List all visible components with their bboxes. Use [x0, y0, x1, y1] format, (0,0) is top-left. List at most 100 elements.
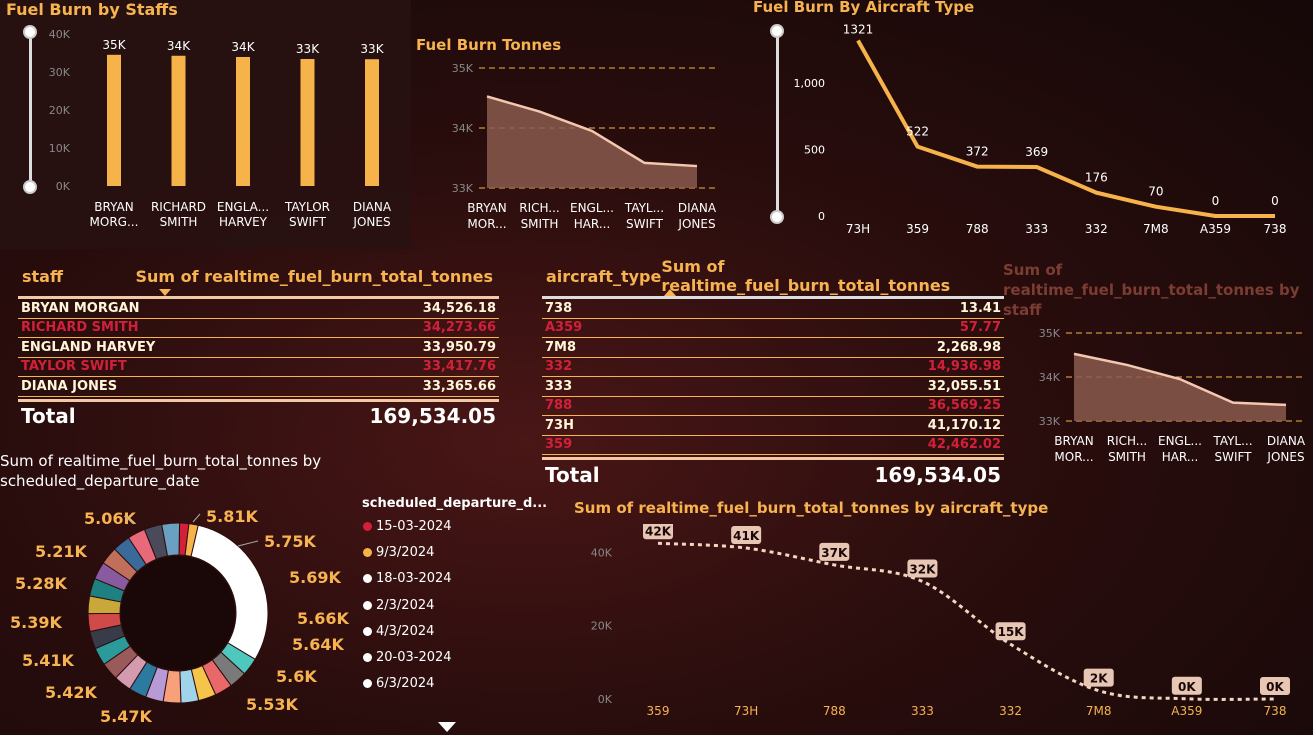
x-tick-label: TAYL...	[1212, 434, 1252, 448]
legend-item[interactable]: 15-03-2024	[363, 513, 452, 539]
x-tick-label: BRYAN	[1054, 434, 1093, 448]
bar	[365, 59, 379, 186]
y-tick-label: 20K	[591, 620, 613, 633]
sort-desc-icon	[159, 289, 171, 296]
slice-value-label: 5.41K	[22, 651, 74, 670]
sum-col-header[interactable]: Sum of realtime_fuel_burn_total_tonnes	[135, 266, 493, 286]
aircraft-table-total: Total 169,534.05	[542, 457, 1004, 489]
aircraft-col-header[interactable]: aircraft_type	[546, 266, 662, 286]
x-tick-label: DIANA	[678, 201, 717, 215]
x-tick-label: MOR...	[1054, 450, 1093, 464]
legend-item[interactable]: 2/3/2024	[363, 592, 452, 618]
aircraft-value-cell: 13.41	[959, 300, 1001, 316]
point-value-label: 0	[1212, 194, 1220, 208]
staff-col-header[interactable]: staff	[22, 266, 63, 286]
staff-value-cell: 33,950.79	[422, 339, 496, 355]
series-line	[657, 541, 1276, 701]
legend-item[interactable]: 20-03-2024	[363, 644, 452, 670]
legend-marker	[363, 653, 372, 663]
legend-item[interactable]: 6/3/2024	[363, 671, 452, 697]
aircraft-row[interactable]: A359 57.77	[542, 319, 1004, 338]
data-label-box	[995, 622, 1026, 641]
staff-row[interactable]: TAYLOR SWIFT 33,417.76	[18, 358, 499, 377]
slice-value-label: 5.66K	[297, 609, 349, 628]
aircraft-slider-bottom-handle[interactable]	[770, 210, 784, 224]
staff-row[interactable]: ENGLAND HARVEY 33,950.79	[18, 338, 499, 358]
data-label-box	[1083, 668, 1114, 687]
aircraft-table-header: aircraft_type Sum of realtime_fuel_burn_…	[542, 257, 1004, 295]
x-tick-label: 7M8	[1086, 704, 1112, 718]
bar	[171, 55, 186, 186]
series-line	[856, 39, 1275, 218]
legend-label: 18-03-2024	[376, 571, 452, 587]
y-tick-label: 20K	[49, 104, 71, 117]
x-tick-label: JONES	[1266, 450, 1304, 464]
aircraft-row[interactable]: 73H 41,170.12	[542, 416, 1004, 436]
aircraft-name-cell: 738	[545, 300, 573, 316]
legend-marker	[363, 574, 372, 584]
x-tick-label: A359	[1200, 222, 1231, 236]
aircraft-row[interactable]: 333 32,055.51	[542, 377, 1004, 397]
aircraft-row[interactable]: 738 13.41	[542, 299, 1004, 319]
x-tick-label: 7M8	[1143, 222, 1169, 236]
legend-label: 15-03-2024	[376, 518, 452, 534]
staff-row[interactable]: DIANA JONES 33,365.66	[18, 377, 499, 397]
aircraft-value-cell: 57.77	[959, 320, 1001, 336]
x-tick-label: BRYAN	[94, 200, 133, 214]
aircraft-slider-top-handle[interactable]	[770, 24, 784, 38]
y-tick-label: 1,000	[794, 77, 826, 90]
x-tick-label: 788	[823, 704, 846, 718]
x-tick-label: DIANA	[1267, 434, 1306, 448]
legend-marker	[363, 547, 372, 557]
x-tick-label: BRYAN	[467, 201, 506, 215]
x-tick-label: 359	[906, 222, 929, 236]
x-tick-label: HARVEY	[219, 215, 268, 229]
aircraft-row[interactable]: 332 14,936.98	[542, 358, 1004, 377]
staff-name-cell: DIANA JONES	[21, 378, 118, 394]
y-tick-label: 0K	[598, 693, 613, 706]
bottom-line-title: Sum of realtime_fuel_burn_total_tonnes b…	[574, 499, 1049, 517]
staff-area-title: Sum of realtime_fuel_burn_total_tonnes b…	[1003, 261, 1300, 319]
staff-slider-top-handle[interactable]	[23, 25, 37, 39]
bar	[236, 56, 250, 186]
bar	[300, 59, 315, 186]
legend-item[interactable]: 4/3/2024	[363, 618, 452, 644]
area-line	[1073, 352, 1287, 407]
aircraft-value-cell: 2,268.98	[936, 339, 1001, 355]
staff-table: staff Sum of realtime_fuel_burn_total_to…	[18, 262, 499, 431]
aircraft-name-cell: A359	[545, 320, 583, 336]
aircraft-sum-col-header[interactable]: Sum of realtime_fuel_burn_total_tonnes	[661, 257, 951, 295]
legend-label: 9/3/2024	[376, 544, 435, 560]
bar-value-label: 33K	[360, 42, 384, 56]
aircraft-row[interactable]: 7M8 2,268.98	[542, 338, 1004, 358]
staff-name-cell: BRYAN MORGAN	[21, 300, 140, 316]
staff-slider-bottom-handle[interactable]	[23, 180, 37, 194]
aircraft-value-cell: 14,936.98	[927, 359, 1001, 375]
staff-row[interactable]: BRYAN MORGAN 34,526.18	[18, 299, 499, 319]
staff-slider-track[interactable]	[29, 32, 32, 188]
point-value-label: 0K	[1266, 680, 1284, 694]
x-tick-label: HAR...	[574, 217, 611, 231]
staff-bar-chart: 40K30K20K10K0K35KBRYANMORG...34KRICHARDS…	[49, 28, 392, 229]
bar-value-label: 35K	[102, 38, 126, 52]
legend-scroll-down-icon[interactable]	[438, 722, 456, 732]
legend-item[interactable]: 9/3/2024	[363, 539, 452, 565]
aircraft-row[interactable]: 788 36,569.25	[542, 397, 1004, 416]
leader-line	[237, 540, 259, 547]
data-label-box	[1260, 676, 1290, 695]
legend-marker	[363, 626, 372, 636]
aircraft-slider-track[interactable]	[776, 31, 779, 218]
legend-label: 20-03-2024	[376, 650, 452, 666]
legend-marker	[363, 600, 372, 610]
point-value-label: 2K	[1090, 672, 1108, 686]
point-value-label: 32K	[909, 562, 936, 576]
staff-row[interactable]: RICHARD SMITH 34,273.66	[18, 319, 499, 338]
x-tick-label: A359	[1171, 704, 1202, 718]
x-tick-label: MORG...	[90, 215, 139, 229]
aircraft-name-cell: 7M8	[545, 339, 577, 355]
x-tick-label: 333	[911, 704, 934, 718]
aircraft-row[interactable]: 359 42,462.02	[542, 436, 1004, 455]
staff-name-cell: RICHARD SMITH	[21, 320, 139, 336]
legend-item[interactable]: 18-03-2024	[363, 566, 452, 592]
leader-line	[123, 515, 135, 525]
